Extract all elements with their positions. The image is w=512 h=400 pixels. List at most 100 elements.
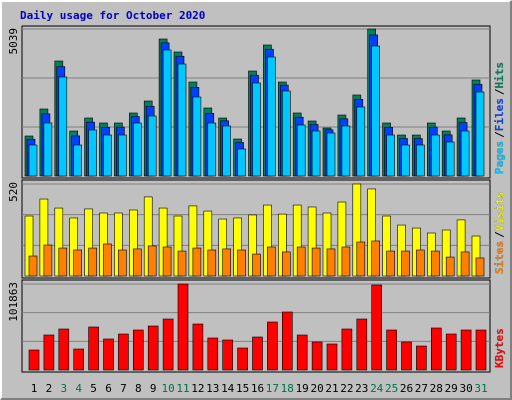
bar	[43, 122, 53, 177]
x-tick-label: 25	[385, 382, 398, 395]
bar	[281, 251, 291, 277]
bar	[118, 333, 129, 371]
bar	[73, 348, 84, 371]
bar	[296, 246, 306, 277]
bar	[177, 63, 187, 177]
legend: KBytes	[493, 328, 506, 368]
bar	[177, 250, 187, 277]
bar	[445, 333, 457, 371]
bar	[73, 144, 82, 177]
bar	[341, 328, 353, 371]
bar	[147, 245, 157, 277]
legend: Sites /Visits	[493, 192, 506, 275]
bar	[326, 343, 338, 371]
bar	[133, 122, 142, 177]
x-tick-label: 28	[430, 382, 443, 395]
y-tick-label: 520	[7, 182, 20, 202]
bar	[147, 115, 157, 177]
bar	[430, 327, 442, 371]
bar	[416, 144, 425, 177]
bar	[475, 329, 487, 371]
bar	[28, 255, 38, 277]
bar	[28, 144, 38, 177]
x-tick-label: 23	[355, 382, 368, 395]
legend-separator: /	[493, 131, 506, 138]
bar	[401, 341, 412, 371]
bar	[371, 45, 381, 177]
bar	[267, 246, 276, 277]
bar	[356, 241, 366, 277]
bar	[252, 82, 261, 177]
legend-separator: /	[493, 88, 506, 95]
bar	[58, 247, 68, 277]
bar	[88, 129, 97, 177]
bar	[460, 329, 472, 371]
bar	[430, 134, 440, 177]
bar	[192, 96, 202, 177]
x-tick-label: 26	[400, 382, 413, 395]
x-tick-label: 20	[310, 382, 323, 395]
bar	[133, 248, 142, 277]
x-tick-label: 14	[221, 382, 235, 395]
bar	[281, 311, 293, 371]
bar	[401, 144, 410, 177]
bar	[311, 130, 321, 177]
bar	[386, 250, 395, 277]
bar	[192, 247, 202, 277]
x-tick-label: 4	[75, 382, 82, 395]
bar	[207, 249, 217, 277]
bar	[162, 318, 174, 371]
bar	[460, 130, 470, 177]
legend-entry: Files	[493, 98, 506, 131]
legend-entry: KBytes	[493, 328, 506, 368]
x-tick-label: 2	[46, 382, 53, 395]
legend: Pages/Files/Hits	[493, 62, 506, 174]
bar	[177, 283, 189, 371]
bar	[222, 339, 233, 371]
bar	[311, 247, 321, 277]
bar	[103, 338, 114, 371]
x-tick-label: 7	[120, 382, 127, 395]
x-tick-label: 19	[296, 382, 309, 395]
x-tick-label: 3	[60, 382, 67, 395]
bar	[267, 56, 276, 177]
bar	[162, 246, 172, 277]
legend-separator: /	[493, 231, 506, 238]
x-tick-label: 5	[90, 382, 97, 395]
bar	[88, 326, 99, 371]
x-tick-label: 17	[266, 382, 279, 395]
bar	[475, 257, 485, 277]
bar	[386, 134, 395, 177]
legend-entry: Sites	[493, 241, 506, 274]
bar	[207, 122, 217, 177]
x-tick-label: 1	[31, 382, 38, 395]
legend-entry: Pages	[493, 141, 506, 174]
bar	[58, 76, 68, 177]
bar	[237, 249, 246, 277]
bar	[475, 91, 485, 177]
x-tick-label: 9	[150, 382, 157, 395]
bar	[267, 321, 278, 371]
legend-entry: Visits	[493, 192, 506, 232]
bar	[296, 124, 306, 177]
bar	[430, 250, 440, 277]
bar	[222, 248, 231, 277]
x-tick-label: 31	[474, 382, 487, 395]
x-tick-label: 22	[340, 382, 353, 395]
x-tick-label: 30	[459, 382, 472, 395]
x-tick-label: 13	[206, 382, 219, 395]
bar	[341, 246, 351, 277]
chart-title: Daily usage for October 2020	[20, 9, 205, 22]
y-tick-label: 101863	[7, 282, 20, 322]
bar	[43, 334, 55, 371]
bar	[252, 253, 261, 277]
x-tick-label: 27	[415, 382, 428, 395]
bar	[133, 329, 144, 371]
bar	[356, 318, 368, 371]
x-tick-label: 24	[370, 382, 384, 395]
bar	[416, 249, 425, 277]
x-tick-label: 11	[176, 382, 189, 395]
bar	[237, 347, 248, 371]
